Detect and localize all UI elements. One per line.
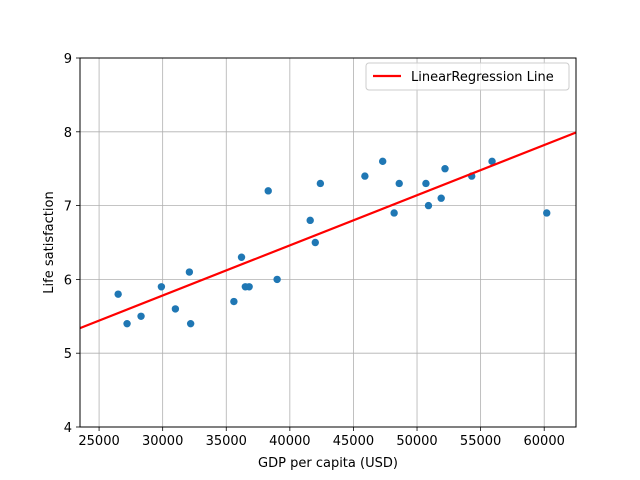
y-tick-label: 9 <box>64 52 72 67</box>
data-point <box>424 201 433 210</box>
x-tick-label: 25000 <box>78 434 119 449</box>
data-point <box>437 194 445 202</box>
data-point <box>157 283 166 291</box>
y-tick-label: 7 <box>64 200 72 215</box>
data-point <box>361 172 369 180</box>
plot-frame <box>79 57 577 428</box>
regression-line <box>79 131 577 330</box>
data-point <box>186 319 195 328</box>
data-point <box>137 312 145 320</box>
y-axis-label: Life satisfaction <box>42 191 57 293</box>
y-tick-label: 8 <box>64 126 72 141</box>
x-tick-label: 50000 <box>396 434 437 449</box>
data-point <box>264 187 272 195</box>
x-tick-label: 30000 <box>142 434 183 449</box>
data-point <box>543 209 551 217</box>
x-tick-label: 60000 <box>524 434 565 449</box>
y-tick-label: 4 <box>64 421 72 436</box>
regression-line-group <box>79 131 577 330</box>
data-point <box>306 216 314 225</box>
data-point <box>237 253 246 261</box>
data-point <box>245 283 253 291</box>
data-point <box>488 157 496 166</box>
data-point <box>171 305 180 313</box>
data-point <box>114 290 122 298</box>
data-point <box>185 268 194 276</box>
data-point <box>230 297 238 306</box>
data-point <box>273 275 281 284</box>
x-axis-ticks: 25000 30000 35000 40000 45000 50000 55000 60000 <box>78 427 565 449</box>
x-tick-label: 35000 <box>206 434 247 449</box>
data-point <box>395 179 403 188</box>
data-point <box>390 209 398 217</box>
y-tick-label: 5 <box>64 347 72 362</box>
data-point <box>311 238 319 247</box>
legend: LinearRegression Line <box>365 62 570 91</box>
x-axis-label: GDP per capita (USD) <box>258 456 398 471</box>
data-point <box>378 157 387 166</box>
legend-entry-regression: LinearRegression Line <box>411 70 554 85</box>
x-tick-label: 55000 <box>460 434 501 449</box>
y-axis-ticks: 4 5 6 7 8 9 <box>64 52 80 436</box>
data-point <box>316 179 325 188</box>
x-tick-label: 45000 <box>333 434 374 449</box>
data-point <box>441 165 449 173</box>
data-point <box>422 179 430 188</box>
data-points <box>114 157 551 328</box>
y-tick-label: 6 <box>64 273 72 288</box>
data-point <box>123 319 131 328</box>
legend-box <box>365 62 570 91</box>
x-tick-label: 40000 <box>269 434 310 449</box>
